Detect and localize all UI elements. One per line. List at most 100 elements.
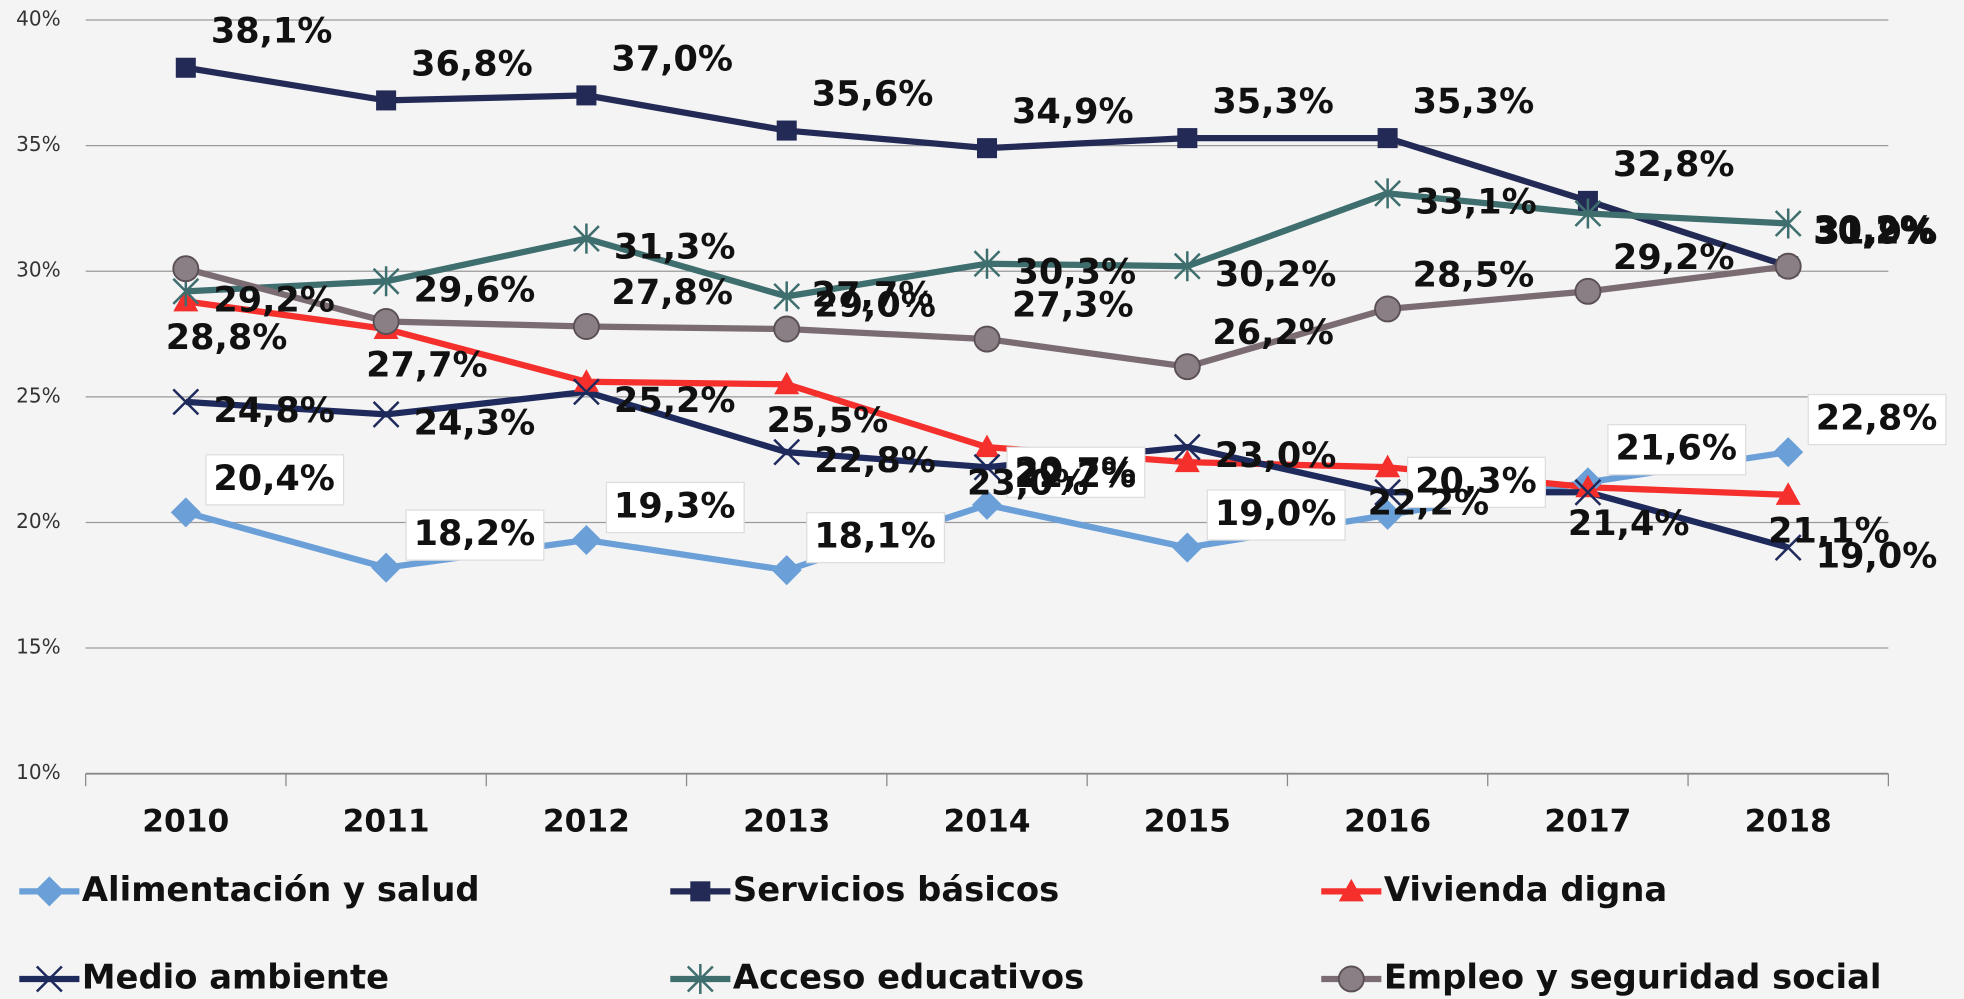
point-marker bbox=[773, 438, 801, 466]
legend-marker bbox=[1337, 965, 1365, 993]
y-tick-label: 25% bbox=[16, 383, 61, 407]
data-label: 25,5% bbox=[767, 400, 889, 441]
data-label: 29,0% bbox=[814, 284, 936, 325]
marker-shape bbox=[771, 555, 802, 586]
point-marker bbox=[1374, 178, 1402, 209]
marker-shape bbox=[1173, 353, 1201, 381]
legend-label: Servicios básicos bbox=[733, 870, 1059, 909]
data-label: 30,2% bbox=[1215, 254, 1337, 295]
marker-shape bbox=[372, 308, 400, 335]
point-marker bbox=[372, 308, 400, 335]
marker-shape bbox=[372, 401, 400, 428]
x-tick-label: 2014 bbox=[943, 803, 1030, 839]
x-tick-label: 2010 bbox=[142, 803, 229, 839]
marker-shape bbox=[573, 378, 600, 406]
marker-shape bbox=[35, 965, 63, 993]
legend-label: Acceso educativos bbox=[733, 957, 1084, 996]
marker-shape bbox=[1574, 277, 1602, 305]
marker-shape bbox=[1173, 251, 1201, 282]
marker-shape bbox=[973, 248, 1001, 279]
marker-shape bbox=[974, 434, 1000, 458]
data-label: 19,0% bbox=[1215, 493, 1337, 534]
point-marker bbox=[175, 57, 196, 78]
marker-shape bbox=[1338, 878, 1364, 902]
point-marker bbox=[572, 313, 600, 340]
marker-shape bbox=[973, 325, 1001, 353]
marker-shape bbox=[172, 388, 200, 416]
data-label: 28,5% bbox=[1413, 254, 1535, 295]
legend-marker bbox=[34, 876, 65, 907]
marker-shape bbox=[573, 223, 600, 254]
marker-shape bbox=[1374, 178, 1402, 209]
label-box bbox=[1407, 456, 1546, 509]
point-marker bbox=[1774, 252, 1802, 280]
marker-shape bbox=[1374, 295, 1402, 323]
x-tick-label: 2012 bbox=[543, 803, 630, 839]
legend-label: Empleo y seguridad social bbox=[1384, 957, 1882, 996]
point-marker bbox=[371, 552, 402, 583]
data-label: 29,2% bbox=[213, 279, 335, 320]
data-label: 37,0% bbox=[611, 38, 733, 79]
legend-marker bbox=[686, 963, 714, 994]
label-box bbox=[605, 481, 745, 534]
data-label: 20,7% bbox=[1015, 450, 1137, 491]
point-marker bbox=[774, 371, 800, 395]
point-marker bbox=[376, 90, 397, 111]
point-marker bbox=[776, 120, 797, 141]
data-label: 21,1% bbox=[1768, 510, 1890, 551]
data-label: 26,2% bbox=[1212, 312, 1334, 353]
y-tick-label: 30% bbox=[16, 258, 61, 282]
label-box bbox=[1006, 446, 1146, 498]
data-label: 27,3% bbox=[1012, 285, 1134, 326]
label-box bbox=[405, 509, 545, 561]
data-label: 29,6% bbox=[414, 269, 536, 310]
marker-shape bbox=[690, 881, 711, 902]
data-label: 19,0% bbox=[1816, 536, 1938, 577]
point-marker bbox=[573, 223, 600, 254]
data-label: 22,2% bbox=[1368, 483, 1490, 524]
x-tick-label: 2011 bbox=[343, 803, 430, 839]
point-marker bbox=[1174, 449, 1200, 473]
point-marker bbox=[976, 138, 998, 159]
point-marker bbox=[771, 555, 802, 586]
point-marker bbox=[1774, 208, 1802, 239]
point-marker bbox=[170, 497, 201, 528]
data-label: 22,8% bbox=[814, 440, 936, 481]
point-marker bbox=[1574, 277, 1602, 305]
point-marker bbox=[971, 489, 1003, 520]
label-box bbox=[1607, 424, 1747, 476]
point-marker bbox=[773, 315, 801, 343]
data-label: 31,3% bbox=[614, 227, 736, 268]
legend-marker bbox=[1338, 878, 1364, 902]
point-marker bbox=[973, 453, 1001, 481]
marker-shape bbox=[686, 963, 714, 994]
point-marker bbox=[576, 85, 597, 106]
marker-shape bbox=[973, 453, 1001, 481]
point-marker bbox=[973, 325, 1001, 353]
legend-label: Alimentación y salud bbox=[82, 870, 480, 909]
marker-shape bbox=[371, 552, 402, 583]
marker-shape bbox=[1174, 449, 1200, 473]
data-label: 27,8% bbox=[611, 272, 733, 313]
data-label: 24,8% bbox=[213, 390, 335, 431]
data-label: 31,9% bbox=[1816, 212, 1938, 253]
marker-shape bbox=[1377, 128, 1398, 149]
data-label: 38,1% bbox=[211, 11, 333, 52]
data-label: 22,2% bbox=[1015, 455, 1137, 496]
point-marker bbox=[1377, 128, 1398, 149]
point-marker bbox=[172, 388, 200, 416]
point-marker bbox=[372, 401, 400, 428]
point-marker bbox=[573, 378, 600, 406]
marker-shape bbox=[1374, 478, 1402, 506]
data-label: 27,7% bbox=[366, 345, 488, 386]
data-label: 18,2% bbox=[414, 513, 536, 554]
data-label: 32,8% bbox=[1613, 144, 1735, 185]
point-marker bbox=[1375, 454, 1401, 478]
data-label: 30,2% bbox=[1813, 209, 1935, 250]
marker-shape bbox=[1774, 252, 1802, 280]
marker-shape bbox=[774, 371, 800, 395]
marker-shape bbox=[1774, 208, 1802, 239]
data-label: 36,8% bbox=[411, 43, 533, 84]
marker-shape bbox=[1575, 474, 1601, 498]
